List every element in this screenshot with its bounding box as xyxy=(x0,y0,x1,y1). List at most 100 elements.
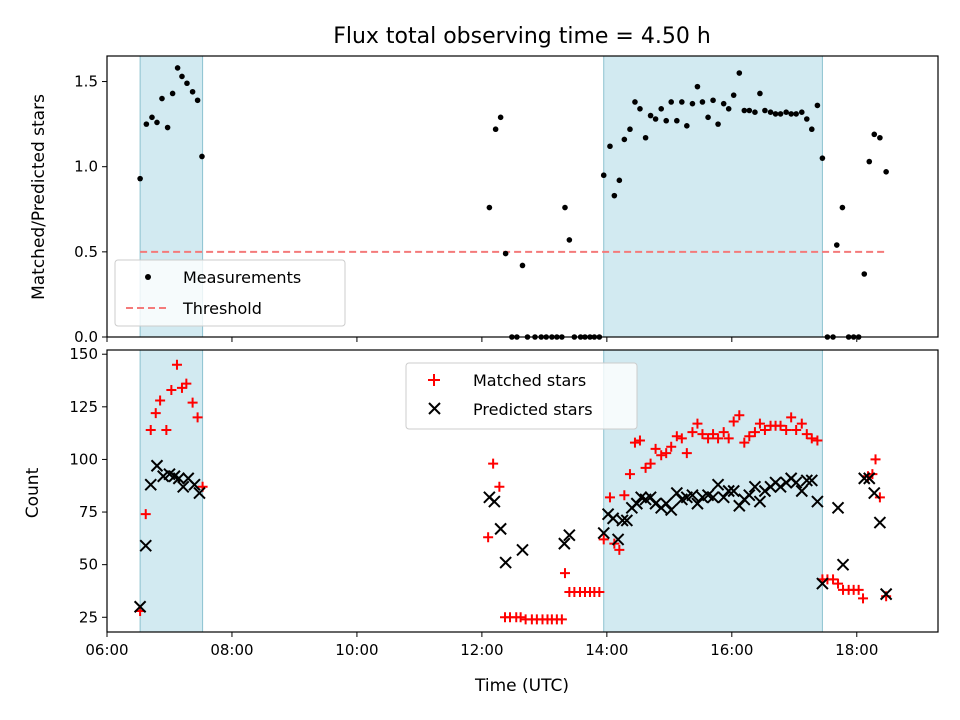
bottom-matched-stars-point xyxy=(604,492,615,503)
top-measurements-point xyxy=(674,117,680,124)
top-measurements-point xyxy=(705,114,711,121)
top-measurements-point xyxy=(652,116,659,122)
bottom-predicted-stars-point xyxy=(795,484,808,498)
bottom-x-tick-label: 12:00 xyxy=(460,641,503,659)
bottom-matched-stars-point xyxy=(791,424,802,435)
top-measurements-point xyxy=(720,100,727,107)
legend-label-measurements: Measurements xyxy=(183,268,301,287)
top-measurements-point xyxy=(194,97,201,104)
bottom-predicted-stars-point xyxy=(868,486,881,500)
bottom-matched-stars-point xyxy=(806,433,817,444)
top-measurements-point xyxy=(871,131,878,138)
bottom-matched-stars-point xyxy=(556,614,567,625)
legend-marker-predicted-stars xyxy=(428,402,441,415)
bottom-matched-stars-point xyxy=(594,587,605,598)
top-measurements-point xyxy=(184,80,190,87)
bottom-predicted-stars-point xyxy=(800,474,813,487)
bottom-matched-stars-point xyxy=(728,416,739,427)
bottom-matched-stars-point xyxy=(874,492,885,503)
top-measurements-point xyxy=(814,102,821,109)
bottom-matched-stars-point xyxy=(671,431,682,442)
top-measurements-point xyxy=(746,107,753,114)
bottom-matched-stars-point xyxy=(781,424,792,435)
bottom-matched-stars-point xyxy=(619,490,630,501)
bottom-predicted-stars-point xyxy=(863,472,876,485)
bottom-matched-stars-point xyxy=(744,431,755,442)
top-measurements-point xyxy=(199,153,205,160)
top-measurements-point xyxy=(632,99,638,105)
bottom-predicted-stars-point xyxy=(563,528,576,542)
bottom-predicted-stars-point xyxy=(743,489,756,502)
bottom-matched-stars-point xyxy=(697,429,708,440)
top-measurements-point xyxy=(772,111,779,117)
top-measurements-point xyxy=(793,111,799,117)
top-measurements-point xyxy=(668,99,675,105)
top-measurements-point xyxy=(798,109,805,115)
bottom-y-tick-label: 75 xyxy=(79,503,98,521)
bottom-panel: 25 50 75 100 125 150 06:00 08:00 10:00 12:00 14:00… xyxy=(69,345,939,659)
bottom-predicted-stars-point xyxy=(858,472,871,485)
top-measurements-point xyxy=(642,134,649,141)
top-measurements-point xyxy=(663,117,670,124)
top-measurements-point xyxy=(637,105,643,112)
top-measurements-point xyxy=(519,262,526,269)
bottom-matched-stars-point xyxy=(759,424,770,435)
top-measurements-point xyxy=(562,204,568,211)
top-measurements-point xyxy=(600,172,607,179)
bottom-matched-stars-point xyxy=(858,593,869,604)
top-measurements-point xyxy=(767,109,774,115)
bottom-predicted-stars-point xyxy=(516,543,529,557)
bottom-predicted-stars-point xyxy=(139,539,152,552)
top-measurements-point xyxy=(777,111,784,117)
bottom-predicted-stars-point xyxy=(686,489,699,502)
top-measurements-point xyxy=(752,109,758,115)
top-measurements-point xyxy=(861,271,868,277)
bottom-matched-stars-point xyxy=(723,433,734,444)
bottom-matched-stars-point xyxy=(614,544,625,555)
bottom-y-tick-label: 25 xyxy=(79,608,98,626)
legend-label-threshold: Threshold xyxy=(182,299,262,318)
bottom-matched-stars-point xyxy=(488,458,499,469)
top-measurements-point xyxy=(143,121,150,127)
bottom-matched-stars-point xyxy=(812,435,823,446)
bottom-matched-stars-point xyxy=(483,532,494,543)
top-measurements-point xyxy=(149,114,155,121)
x-axis-label: Time (UTC) xyxy=(474,676,569,696)
bottom-predicted-stars-point xyxy=(727,484,740,498)
bottom-x-tick-label: 08:00 xyxy=(210,641,253,659)
bottom-predicted-stars-point xyxy=(711,478,725,491)
bottom-predicted-stars-point xyxy=(758,484,772,498)
top-panel: 0.0 0.5 1.0 1.5 xyxy=(74,55,939,346)
bottom-predicted-stars-point xyxy=(611,533,625,546)
bottom-matched-stars-point xyxy=(681,448,692,459)
bottom-matched-stars-point xyxy=(692,418,703,429)
bottom-predicted-stars-point xyxy=(150,459,164,472)
bottom-predicted-stars-point xyxy=(133,600,147,613)
bottom-predicted-stars-point xyxy=(722,484,735,498)
top-measurements-point xyxy=(607,143,613,150)
bottom-predicted-stars-point xyxy=(879,587,893,601)
bottom-matched-stars-point xyxy=(598,534,609,545)
bottom-matched-stars-point xyxy=(166,384,177,395)
top-measurements-point xyxy=(647,112,654,119)
top-measurements-point xyxy=(566,237,573,243)
bottom-predicted-stars-point xyxy=(831,501,845,515)
top-measurements-point xyxy=(492,126,499,133)
top-measurements-point xyxy=(839,204,846,211)
top-measurements-point xyxy=(877,134,883,141)
top-measurements-point xyxy=(689,100,696,107)
bottom-predicted-stars-point xyxy=(774,480,787,493)
top-measurements-point xyxy=(621,136,628,143)
bottom-matched-stars-point xyxy=(140,509,151,520)
chart-title: Flux total observing time = 4.50 h xyxy=(333,24,711,49)
legend-marker-measurements xyxy=(145,274,151,280)
bottom-matched-stars-point xyxy=(150,408,161,419)
bottom-matched-stars-point xyxy=(833,578,844,589)
top-measurements-point xyxy=(611,192,618,199)
bottom-predicted-stars-point xyxy=(816,577,829,590)
bottom-y-axis-label: Count xyxy=(23,467,43,518)
bottom-matched-stars-point xyxy=(629,437,640,448)
top-measurements-point xyxy=(730,92,737,98)
top-measurements-point xyxy=(684,123,690,129)
